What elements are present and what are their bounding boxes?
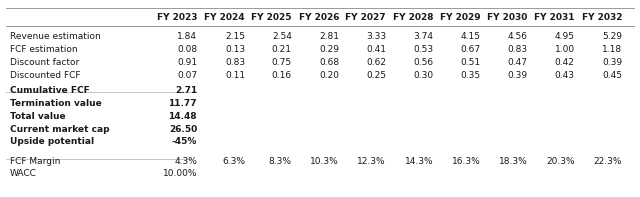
Text: 1.84: 1.84	[177, 32, 197, 41]
Text: 0.35: 0.35	[461, 71, 481, 80]
Text: -45%: -45%	[172, 138, 197, 147]
Text: 4.3%: 4.3%	[174, 156, 197, 165]
Text: 0.62: 0.62	[366, 58, 386, 67]
Text: 0.29: 0.29	[319, 45, 339, 54]
Text: 1.18: 1.18	[602, 45, 622, 54]
Text: 14.3%: 14.3%	[404, 156, 433, 165]
Text: FY 2026: FY 2026	[299, 12, 339, 21]
Text: Cumulative FCF: Cumulative FCF	[10, 85, 90, 95]
Text: FCF estimation: FCF estimation	[10, 45, 77, 54]
Text: 6.3%: 6.3%	[222, 156, 245, 165]
Text: 18.3%: 18.3%	[499, 156, 527, 165]
Text: 14.48: 14.48	[168, 112, 197, 121]
Text: 0.16: 0.16	[272, 71, 292, 80]
Text: Total value: Total value	[10, 112, 65, 121]
Text: 1.00: 1.00	[555, 45, 575, 54]
Text: 2.15: 2.15	[225, 32, 245, 41]
Text: 4.15: 4.15	[461, 32, 481, 41]
Text: 0.07: 0.07	[177, 71, 197, 80]
Text: 4.95: 4.95	[555, 32, 575, 41]
Text: Current market cap: Current market cap	[10, 125, 109, 134]
Text: 0.43: 0.43	[555, 71, 575, 80]
Text: 0.20: 0.20	[319, 71, 339, 80]
Text: 0.51: 0.51	[461, 58, 481, 67]
Text: FY 2023: FY 2023	[157, 12, 197, 21]
Text: FY 2028: FY 2028	[393, 12, 433, 21]
Text: Discounted FCF: Discounted FCF	[10, 71, 80, 80]
Text: 0.45: 0.45	[602, 71, 622, 80]
Text: 0.56: 0.56	[413, 58, 433, 67]
Text: 0.67: 0.67	[461, 45, 481, 54]
Text: FY 2031: FY 2031	[534, 12, 575, 21]
Text: WACC: WACC	[10, 169, 36, 178]
Text: 11.77: 11.77	[168, 98, 197, 108]
Text: 8.3%: 8.3%	[269, 156, 292, 165]
Text: 0.39: 0.39	[508, 71, 527, 80]
Text: 20.3%: 20.3%	[546, 156, 575, 165]
Text: FY 2027: FY 2027	[346, 12, 386, 21]
Text: Revenue estimation: Revenue estimation	[10, 32, 100, 41]
Text: 0.83: 0.83	[508, 45, 527, 54]
Text: 0.91: 0.91	[177, 58, 197, 67]
Text: 16.3%: 16.3%	[452, 156, 481, 165]
Text: 0.53: 0.53	[413, 45, 433, 54]
Text: 0.39: 0.39	[602, 58, 622, 67]
Text: 0.08: 0.08	[177, 45, 197, 54]
Text: 0.25: 0.25	[366, 71, 386, 80]
Text: 10.3%: 10.3%	[310, 156, 339, 165]
Text: 4.56: 4.56	[508, 32, 527, 41]
Text: 2.54: 2.54	[272, 32, 292, 41]
Text: FY 2032: FY 2032	[582, 12, 622, 21]
Text: 22.3%: 22.3%	[593, 156, 622, 165]
Text: Upside potential: Upside potential	[10, 138, 93, 147]
Text: FY 2030: FY 2030	[487, 12, 527, 21]
Text: 0.75: 0.75	[272, 58, 292, 67]
Text: 0.13: 0.13	[225, 45, 245, 54]
Text: 0.42: 0.42	[555, 58, 575, 67]
Text: 0.11: 0.11	[225, 71, 245, 80]
Text: 2.81: 2.81	[319, 32, 339, 41]
Text: 3.33: 3.33	[366, 32, 386, 41]
Text: FY 2025: FY 2025	[252, 12, 292, 21]
Text: 12.3%: 12.3%	[357, 156, 386, 165]
Text: 0.41: 0.41	[366, 45, 386, 54]
Text: FCF Margin: FCF Margin	[10, 156, 60, 165]
Text: 3.74: 3.74	[413, 32, 433, 41]
Text: 5.29: 5.29	[602, 32, 622, 41]
Text: FY 2029: FY 2029	[440, 12, 481, 21]
Text: 0.21: 0.21	[272, 45, 292, 54]
Text: Discount factor: Discount factor	[10, 58, 79, 67]
Text: Termination value: Termination value	[10, 98, 101, 108]
Text: FY 2024: FY 2024	[205, 12, 245, 21]
Text: 0.68: 0.68	[319, 58, 339, 67]
Text: 0.83: 0.83	[225, 58, 245, 67]
Text: 26.50: 26.50	[169, 125, 197, 134]
Text: 0.30: 0.30	[413, 71, 433, 80]
Text: 0.47: 0.47	[508, 58, 527, 67]
Text: 2.71: 2.71	[175, 85, 197, 95]
Text: 10.00%: 10.00%	[163, 169, 197, 178]
